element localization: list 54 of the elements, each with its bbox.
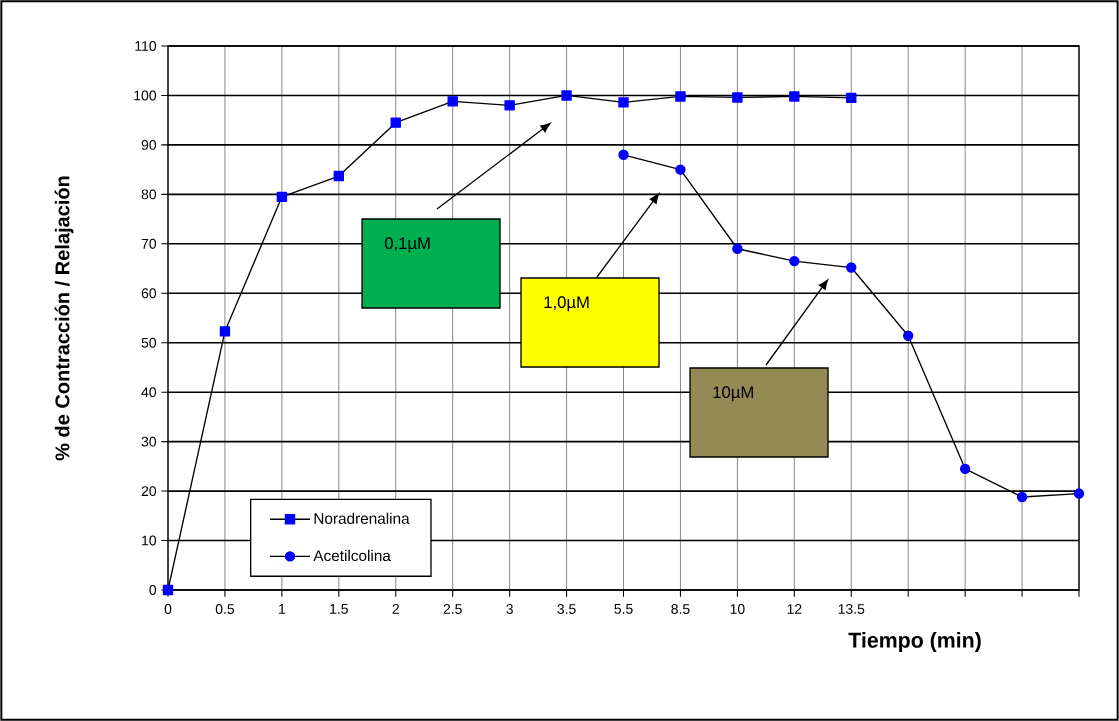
y-tick-label: 20 xyxy=(141,486,157,497)
y-tick-label: 50 xyxy=(141,337,157,348)
x-axis-title: Tiempo (min) xyxy=(848,632,981,652)
point xyxy=(846,92,857,104)
x-tick-label: 10 xyxy=(730,604,745,614)
point xyxy=(504,100,515,111)
annotation: 0,1µM xyxy=(384,237,430,253)
annotation: 10µM xyxy=(713,386,753,402)
x-tick-label: 2.5 xyxy=(443,604,462,614)
point xyxy=(1073,488,1085,499)
x-tick-label: 0.5 xyxy=(215,604,235,614)
legend-label: Acetilcolina xyxy=(313,549,391,562)
point xyxy=(618,149,629,160)
x-tick-label: 1 xyxy=(279,604,286,614)
y-tick-label: 110 xyxy=(135,41,157,51)
y-tick-label: 100 xyxy=(134,90,157,101)
point xyxy=(846,262,857,273)
x-tick-label: 3 xyxy=(506,604,513,614)
x-tick-label: 8.5 xyxy=(671,604,690,614)
point xyxy=(162,584,174,596)
y-tick-label: 80 xyxy=(141,189,157,200)
point xyxy=(903,330,914,341)
point xyxy=(447,96,458,107)
y-tick-label: 10 xyxy=(142,535,157,546)
point xyxy=(789,255,800,267)
point xyxy=(732,92,743,103)
point xyxy=(561,90,572,101)
y-tick-label: 70 xyxy=(141,238,157,249)
x-tick-label: 12 xyxy=(787,604,802,614)
x-tick-label: 13.5 xyxy=(838,604,865,614)
legend-label: Noradrenalina xyxy=(314,512,410,524)
point xyxy=(618,97,629,108)
point xyxy=(732,243,743,254)
point xyxy=(675,91,686,102)
y-tick-label: 0 xyxy=(149,585,157,595)
point xyxy=(675,164,686,175)
annotation: 1,0µM xyxy=(544,296,589,312)
point xyxy=(789,91,800,102)
x-tick-label: 5.5 xyxy=(614,604,633,614)
y-tick-label: 30 xyxy=(141,436,157,447)
x-tick-label: 3.5 xyxy=(557,604,576,614)
point xyxy=(1016,491,1028,503)
point xyxy=(959,463,971,475)
y-tick-label: 90 xyxy=(141,139,157,150)
y-tick-label: 60 xyxy=(141,288,157,299)
point xyxy=(390,117,401,128)
point xyxy=(219,326,231,337)
y-axis-title: % de Contracción / Relajación xyxy=(54,176,74,461)
y-tick-label: 40 xyxy=(141,387,157,398)
x-tick-label: 2 xyxy=(392,604,399,614)
x-tick-label: 1.5 xyxy=(330,604,348,614)
point xyxy=(276,191,288,203)
x-tick-label: 0 xyxy=(164,604,172,614)
point xyxy=(333,170,345,182)
